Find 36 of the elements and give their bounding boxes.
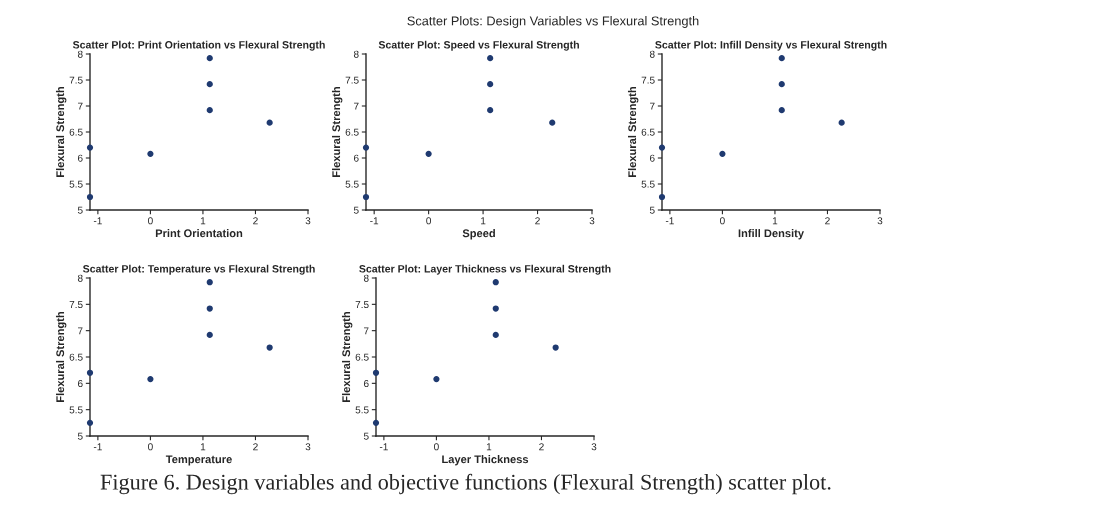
point	[433, 376, 440, 383]
point	[266, 344, 273, 351]
point	[778, 81, 785, 88]
caption: Figure 6. Design variables and objective functions (Flexural Strength) scatter plot.	[100, 473, 831, 495]
point	[487, 107, 494, 114]
point	[492, 331, 499, 338]
point	[362, 193, 370, 201]
point	[362, 144, 370, 151]
point	[778, 55, 785, 62]
point	[147, 376, 154, 383]
point	[372, 419, 380, 426]
point	[425, 150, 432, 157]
point	[487, 55, 494, 62]
point	[206, 55, 213, 62]
point	[147, 150, 154, 157]
point	[206, 107, 213, 114]
point	[658, 193, 666, 201]
point	[206, 331, 213, 338]
point	[206, 279, 213, 286]
point	[206, 305, 213, 312]
point	[86, 419, 94, 426]
point	[206, 81, 213, 88]
point	[487, 81, 494, 88]
point	[86, 193, 94, 201]
point	[549, 119, 556, 126]
point	[778, 107, 785, 114]
point	[492, 305, 499, 312]
point	[719, 150, 726, 157]
point	[86, 144, 94, 151]
point	[266, 119, 273, 126]
point	[492, 279, 499, 286]
point	[86, 369, 94, 376]
point	[372, 369, 380, 376]
point	[838, 119, 845, 126]
point	[552, 344, 559, 351]
point	[658, 144, 666, 151]
